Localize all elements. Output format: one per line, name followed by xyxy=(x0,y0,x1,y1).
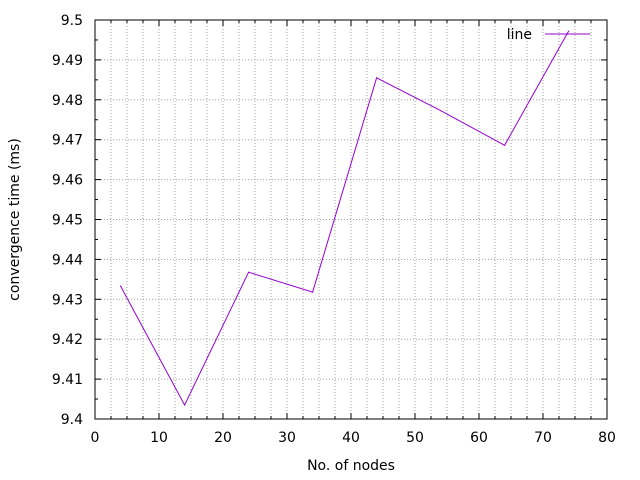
x-tick-label: 40 xyxy=(342,430,360,446)
x-tick-label: 0 xyxy=(91,430,100,446)
legend-entry-label: line xyxy=(507,27,532,43)
y-axis-label: convergence time (ms) xyxy=(7,138,23,301)
y-tick-label: 9.45 xyxy=(52,213,83,229)
x-tick-label: 70 xyxy=(534,430,552,446)
x-tick-label: 80 xyxy=(598,430,616,446)
y-tick-label: 9.41 xyxy=(52,372,83,388)
y-tick-label: 9.44 xyxy=(52,252,83,268)
x-tick-label: 10 xyxy=(150,430,168,446)
y-tick-label: 9.48 xyxy=(52,93,83,109)
data-point xyxy=(376,77,378,79)
data-point xyxy=(120,285,122,287)
series-line xyxy=(120,30,570,407)
legend: line xyxy=(507,27,590,43)
y-tick-label: 9.42 xyxy=(52,332,83,348)
x-tick-label: 60 xyxy=(470,430,488,446)
grid xyxy=(95,20,607,419)
series-layer xyxy=(120,30,570,407)
data-point xyxy=(248,271,250,273)
y-tick-label: 9.5 xyxy=(61,13,83,29)
data-point xyxy=(568,30,570,32)
data-point xyxy=(504,144,506,146)
y-tick-label: 9.43 xyxy=(52,292,83,308)
data-point xyxy=(184,404,186,406)
y-tick-label: 9.46 xyxy=(52,173,83,189)
y-tick-label: 9.47 xyxy=(52,133,83,149)
data-point xyxy=(440,109,442,112)
x-tick-label: 30 xyxy=(278,430,296,446)
data-point xyxy=(312,291,314,293)
x-tick-label: 20 xyxy=(214,430,232,446)
y-tick-label: 9.4 xyxy=(61,412,83,428)
x-tick-label: 50 xyxy=(406,430,424,446)
x-axis-label: No. of nodes xyxy=(307,458,395,474)
axis-ticks: 0 10 20 30 40 50 60 70 80 9.4 9.41 9.42 9.43 9.44 9.45… xyxy=(52,13,616,446)
y-tick-label: 9.49 xyxy=(52,53,83,69)
